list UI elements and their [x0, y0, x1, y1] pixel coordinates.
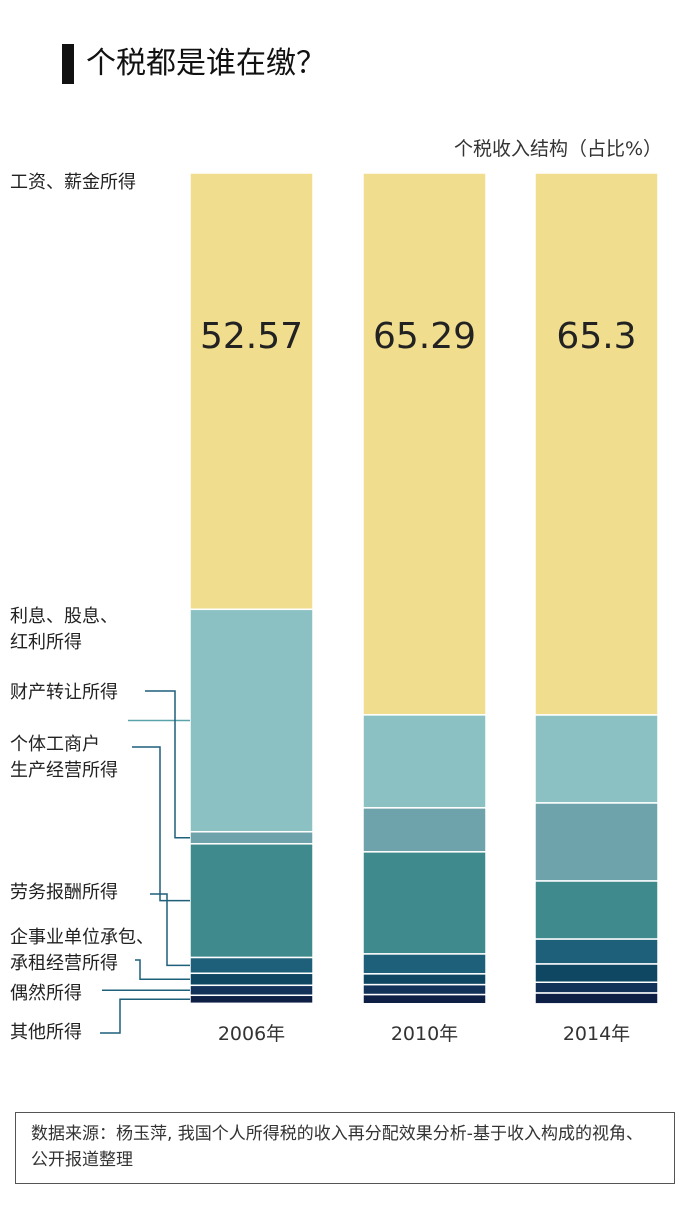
- bar-segment: [362, 983, 487, 996]
- legend-label: 企事业单位承包、 承租经营所得: [10, 927, 154, 974]
- bar-segment: [362, 973, 487, 986]
- bar-segment: [534, 880, 659, 940]
- chart-subtitle: 个税收入结构（占比%）: [453, 138, 662, 160]
- bar-segment: [362, 714, 487, 809]
- legend-label: 利息、股息、 红利所得: [10, 606, 118, 653]
- bar-segment: [189, 956, 314, 975]
- bar-segment: [189, 984, 314, 997]
- leader-line: [100, 998, 190, 1034]
- bar-segment: [362, 172, 487, 716]
- x-tick-label: 2010年: [391, 1023, 458, 1045]
- legend-label: 劳务报酬所得: [10, 882, 118, 903]
- legend-label: 偶然所得: [10, 983, 82, 1004]
- value-label: 65.29: [373, 316, 476, 357]
- x-tick-label: 2014年: [563, 1023, 630, 1045]
- chart-title: 个税都是谁在缴？: [62, 44, 326, 84]
- value-label: 65.3: [556, 316, 636, 357]
- leader-line: [145, 690, 190, 839]
- bar-segment: [189, 831, 314, 845]
- bar-segment: [189, 843, 314, 959]
- bar-segment: [534, 992, 659, 1005]
- value-label: 52.57: [200, 316, 303, 357]
- bar-segment: [534, 938, 659, 965]
- legend-label: 个体工商户 生产经营所得: [10, 734, 118, 781]
- bar-segment: [362, 807, 487, 853]
- bar-segment: [534, 714, 659, 804]
- leader-line: [150, 893, 190, 967]
- legend-label: 财产转让所得: [10, 682, 118, 703]
- bar-segment: [534, 963, 659, 983]
- bar-segment: [189, 608, 314, 833]
- legend-label: 其他所得: [10, 1022, 82, 1043]
- leader-line: [132, 746, 190, 902]
- bar-segment: [362, 851, 487, 955]
- x-tick-label: 2006年: [218, 1023, 285, 1045]
- bar-segment: [534, 981, 659, 994]
- bar-segment: [189, 972, 314, 987]
- bar-segment: [362, 993, 487, 1005]
- bar-segment: [534, 172, 659, 716]
- legend-label: 工资、薪金所得: [10, 172, 136, 193]
- source-note: 数据来源：杨玉萍, 我国个人所得税的收入再分配效果分析-基于收入构成的视角、公开…: [15, 1112, 675, 1184]
- bar-segment: [534, 802, 659, 882]
- bar-segment: [189, 994, 314, 1005]
- bar-segment: [362, 953, 487, 975]
- leader-line: [135, 959, 190, 981]
- bar-segment: [189, 172, 314, 611]
